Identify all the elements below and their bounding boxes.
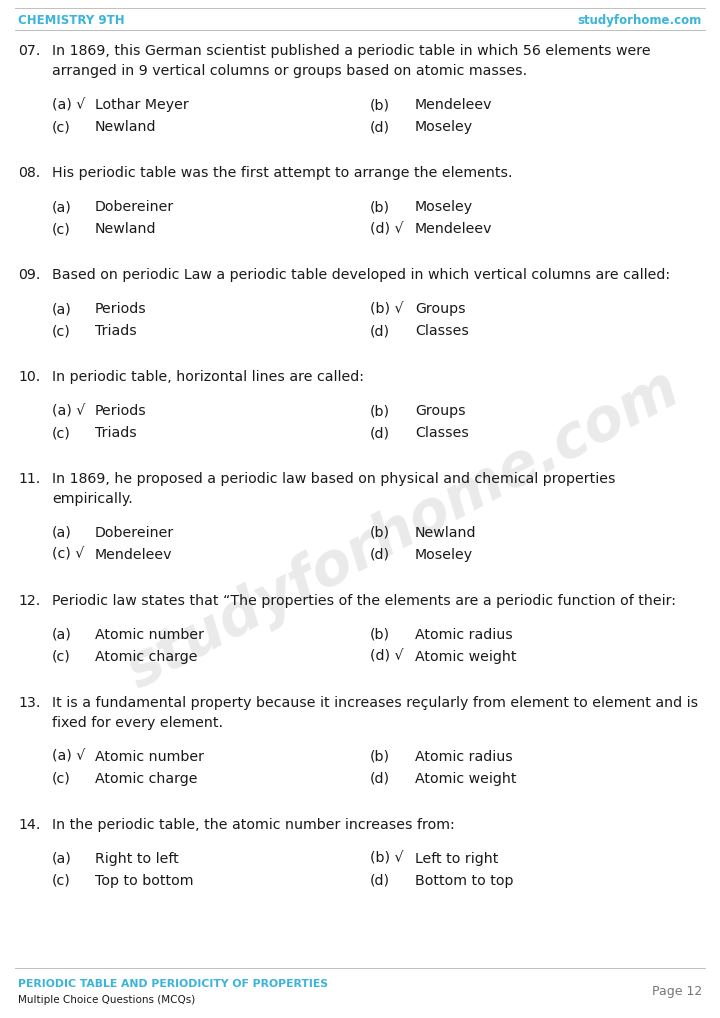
Text: Groups: Groups (415, 404, 466, 418)
Text: Newland: Newland (415, 526, 477, 540)
Text: (b): (b) (370, 200, 390, 214)
Text: 12.: 12. (18, 593, 40, 608)
Text: (c): (c) (52, 651, 71, 664)
Text: In the periodic table, the atomic number increases from:: In the periodic table, the atomic number… (52, 818, 455, 832)
Text: Moseley: Moseley (415, 548, 473, 562)
Text: Mendeleev: Mendeleev (415, 222, 492, 236)
Text: 08.: 08. (18, 166, 40, 180)
Text: (a): (a) (52, 526, 72, 540)
Text: Left to right: Left to right (415, 852, 498, 866)
Text: Classes: Classes (415, 426, 469, 440)
Text: (d): (d) (370, 426, 390, 440)
Text: Right to left: Right to left (95, 852, 179, 866)
Text: His periodic table was the first attempt to arrange the elements.: His periodic table was the first attempt… (52, 166, 513, 180)
Text: Lothar Meyer: Lothar Meyer (95, 98, 189, 112)
Text: In 1869, he proposed a periodic law based on physical and chemical properties: In 1869, he proposed a periodic law base… (52, 472, 616, 486)
Text: 13.: 13. (18, 696, 40, 710)
Text: (a) √: (a) √ (52, 404, 85, 418)
Text: PERIODIC TABLE AND PERIODICITY OF PROPERTIES: PERIODIC TABLE AND PERIODICITY OF PROPER… (18, 979, 328, 989)
Text: 07.: 07. (18, 44, 40, 58)
Text: (a) √: (a) √ (52, 98, 85, 112)
Text: (d): (d) (370, 548, 390, 562)
Text: In periodic table, horizontal lines are called:: In periodic table, horizontal lines are … (52, 370, 364, 384)
Text: Atomic number: Atomic number (95, 628, 204, 642)
Text: Multiple Choice Questions (MCQs): Multiple Choice Questions (MCQs) (18, 995, 195, 1005)
Text: (b): (b) (370, 98, 390, 112)
Text: Periodic law states that “The properties of the elements are a periodic function: Periodic law states that “The properties… (52, 593, 676, 608)
Text: (b): (b) (370, 404, 390, 418)
Text: Atomic weight: Atomic weight (415, 772, 516, 786)
Text: Classes: Classes (415, 324, 469, 338)
Text: arranged in 9 vertical columns or groups based on atomic masses.: arranged in 9 vertical columns or groups… (52, 64, 527, 78)
Text: Page 12: Page 12 (652, 984, 702, 998)
Text: Newland: Newland (95, 222, 156, 236)
Text: (b) √: (b) √ (370, 852, 403, 866)
Text: studyforhome.com: studyforhome.com (577, 13, 702, 26)
Text: It is a fundamental property because it increases reçularly from element to elem: It is a fundamental property because it … (52, 696, 698, 710)
Text: 09.: 09. (18, 268, 40, 282)
Text: Atomic charge: Atomic charge (95, 772, 197, 786)
Text: (d): (d) (370, 874, 390, 888)
Text: (b): (b) (370, 526, 390, 540)
Text: 11.: 11. (18, 472, 40, 486)
Text: Dobereiner: Dobereiner (95, 526, 174, 540)
Text: Triads: Triads (95, 324, 137, 338)
Text: Based on periodic Law a periodic table developed in which vertical columns are c: Based on periodic Law a periodic table d… (52, 268, 670, 282)
Text: (d) √: (d) √ (370, 651, 403, 664)
Text: 14.: 14. (18, 818, 40, 832)
Text: (a): (a) (52, 200, 72, 214)
Text: Atomic charge: Atomic charge (95, 651, 197, 664)
Text: Atomic radius: Atomic radius (415, 628, 513, 642)
Text: (b) √: (b) √ (370, 302, 403, 316)
Text: (a) √: (a) √ (52, 750, 85, 764)
Text: Newland: Newland (95, 120, 156, 134)
Text: empirically.: empirically. (52, 492, 132, 506)
Text: (c) √: (c) √ (52, 548, 84, 562)
Text: Groups: Groups (415, 302, 466, 316)
Text: 10.: 10. (18, 370, 40, 384)
Text: (c): (c) (52, 772, 71, 786)
Text: (c): (c) (52, 426, 71, 440)
Text: (b): (b) (370, 750, 390, 764)
Text: Triads: Triads (95, 426, 137, 440)
Text: (d): (d) (370, 120, 390, 134)
Text: Periods: Periods (95, 302, 147, 316)
Text: In 1869, this German scientist published a periodic table in which 56 elements w: In 1869, this German scientist published… (52, 44, 651, 58)
Text: (d): (d) (370, 324, 390, 338)
Text: Bottom to top: Bottom to top (415, 874, 513, 888)
Text: Moseley: Moseley (415, 200, 473, 214)
Text: (a): (a) (52, 852, 72, 866)
Text: (a): (a) (52, 628, 72, 642)
Text: (c): (c) (52, 324, 71, 338)
Text: Atomic number: Atomic number (95, 750, 204, 764)
Text: fixed for every element.: fixed for every element. (52, 716, 223, 730)
Text: CHEMISTRY 9TH: CHEMISTRY 9TH (18, 13, 125, 26)
Text: (b): (b) (370, 628, 390, 642)
Text: (a): (a) (52, 302, 72, 316)
Text: Atomic weight: Atomic weight (415, 651, 516, 664)
Text: Periods: Periods (95, 404, 147, 418)
Text: Atomic radius: Atomic radius (415, 750, 513, 764)
Text: Mendeleev: Mendeleev (95, 548, 173, 562)
Text: (c): (c) (52, 222, 71, 236)
Text: Mendeleev: Mendeleev (415, 98, 492, 112)
Text: Dobereiner: Dobereiner (95, 200, 174, 214)
Text: (d) √: (d) √ (370, 222, 403, 236)
Text: studyforhome.com: studyforhome.com (117, 359, 690, 699)
Text: Top to bottom: Top to bottom (95, 874, 194, 888)
Text: (d): (d) (370, 772, 390, 786)
Text: (c): (c) (52, 874, 71, 888)
Text: (c): (c) (52, 120, 71, 134)
Text: Moseley: Moseley (415, 120, 473, 134)
